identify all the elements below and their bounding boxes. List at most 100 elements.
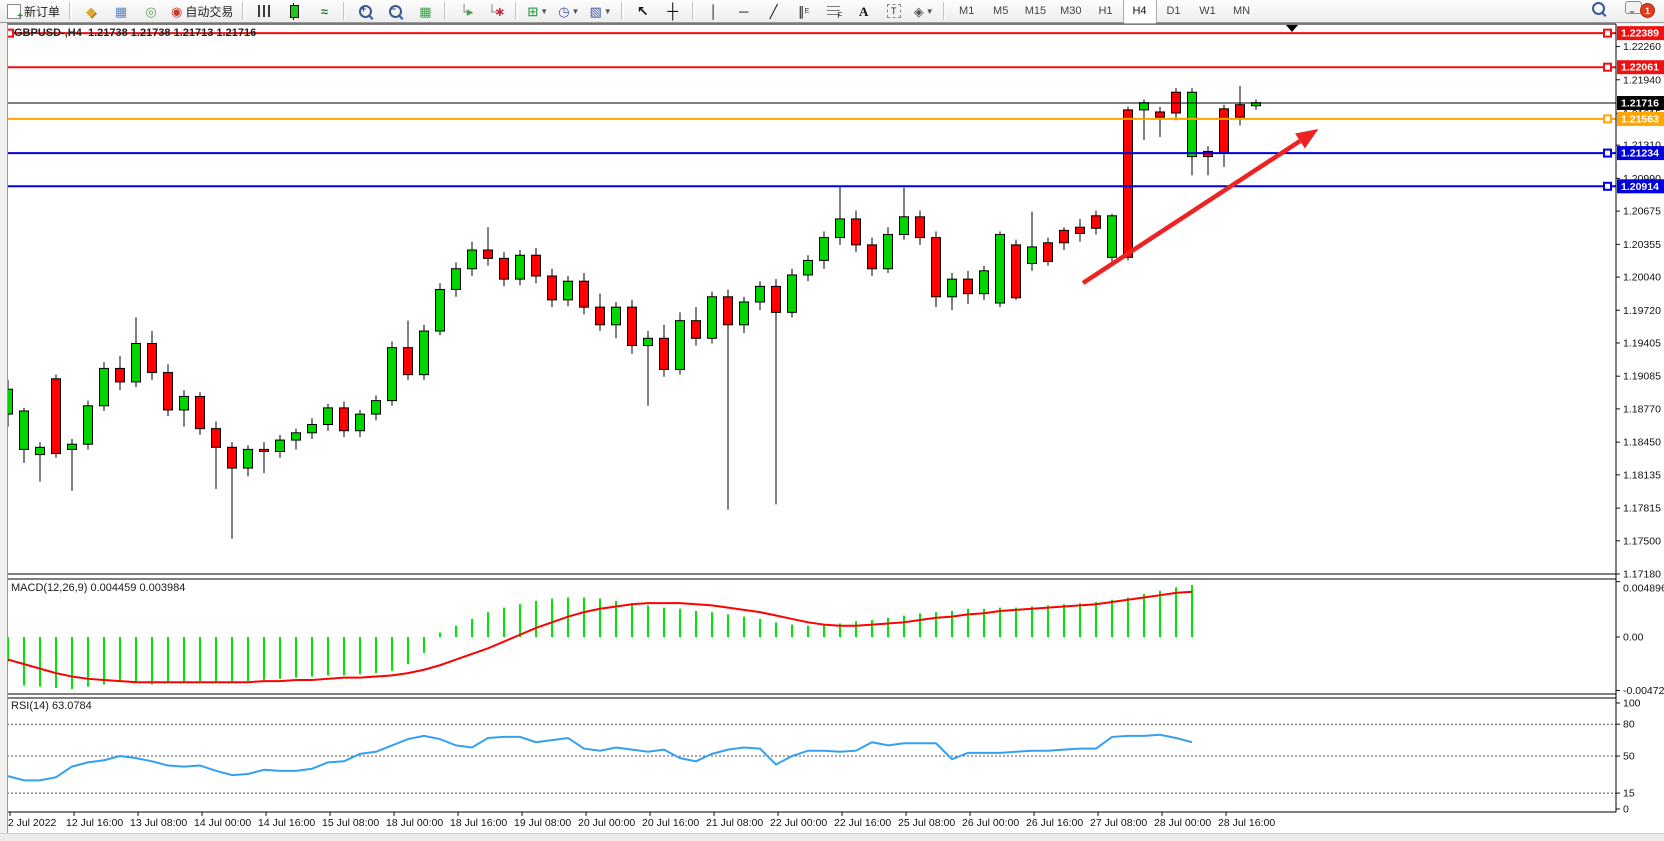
ray-handle[interactable]	[1603, 114, 1612, 124]
timeframe-M15-button[interactable]: M15	[1024, 5, 1047, 17]
new-order-icon	[7, 3, 23, 22]
timeframe-D1-button[interactable]: D1	[1166, 5, 1181, 17]
zoom-in-button[interactable]: +	[351, 0, 379, 22]
axis-label: 1.19720	[1623, 305, 1661, 317]
candlestick	[611, 306, 621, 326]
axis-label: 26 Jul 16:00	[1026, 817, 1083, 829]
text-label-icon: T	[886, 4, 901, 18]
trendline-button[interactable]: ╱	[760, 0, 788, 22]
chart-shift-marker[interactable]	[1286, 25, 1298, 32]
timeframe-M1-button[interactable]: M1	[959, 5, 975, 17]
candlestick	[531, 254, 541, 277]
timeframe-M5-button[interactable]: M5	[993, 5, 1009, 17]
vertical-line-button[interactable]: │	[700, 0, 728, 22]
candlestick	[19, 410, 29, 450]
candlestick	[83, 405, 93, 445]
indicators-button[interactable]: ⊞ ▼	[523, 0, 552, 22]
axis-label: 12 Jul 16:00	[66, 817, 123, 829]
axis-label: 22 Jul 16:00	[834, 817, 891, 829]
candlestick	[979, 270, 989, 295]
timeframe-M30-button[interactable]: M30	[1060, 5, 1082, 17]
axis-label: 25 Jul 08:00	[898, 817, 955, 829]
trend-arrow[interactable]	[1081, 139, 1302, 285]
text-label-button[interactable]: T	[880, 0, 908, 22]
candlestick	[179, 395, 189, 411]
equidistant-channel-button[interactable]: ∥ E	[790, 0, 818, 22]
ray-handle[interactable]	[1603, 148, 1612, 158]
shapes-button[interactable]: ◈ ▼	[910, 0, 938, 22]
dropdown-arrow-icon: ▼	[603, 6, 612, 16]
templates-button[interactable]: ▧ ▼	[585, 0, 615, 22]
timeframe-H4-button[interactable]: H4	[1122, 0, 1157, 24]
ray-handle[interactable]	[1603, 28, 1612, 38]
price-tag	[1617, 111, 1664, 126]
candlestick	[1155, 111, 1165, 118]
candlestick	[467, 249, 477, 270]
price-tag-label: 1.21234	[1621, 148, 1659, 160]
time-axis[interactable]	[7, 812, 1616, 832]
data-signal-button[interactable]: ◎	[137, 0, 165, 22]
trend-arrow-head[interactable]	[1295, 128, 1319, 149]
toolbar: 新订单◆▦◎◉自动交易≈+−▦└▸└∗⊞▼◷▼▧▼↖┼│─╱∥EAT◈▼M1M5…	[0, 0, 1664, 24]
cursor-button[interactable]: ↖	[629, 0, 657, 22]
ray-handle[interactable]	[1603, 181, 1612, 191]
zoom-out-button[interactable]: −	[381, 0, 409, 22]
axis-label: 0.00	[1623, 632, 1644, 644]
line-chart-type-button[interactable]: ≈	[310, 0, 338, 22]
axis-label: 1.17180	[1623, 569, 1661, 581]
search-button[interactable]	[1584, 0, 1612, 22]
market-watch-button[interactable]: ▦	[107, 0, 135, 22]
crosshair-button[interactable]: ┼	[659, 0, 687, 22]
line-chart-icon: ≈	[320, 3, 328, 19]
chart-background[interactable]	[7, 24, 1664, 832]
candlestick	[707, 296, 717, 339]
price-tag-label: 1.21716	[1621, 98, 1659, 110]
axis-label: 27 Jul 08:00	[1090, 817, 1147, 829]
axis-label: 1.20355	[1623, 239, 1661, 251]
candlestick	[643, 337, 653, 347]
channel-icon: ∥ E	[798, 3, 810, 19]
axis-label: 20 Jul 16:00	[642, 817, 699, 829]
timeframe-W1-button[interactable]: W1	[1199, 5, 1216, 17]
fibonacci-button[interactable]	[820, 0, 848, 22]
candlestick	[803, 259, 813, 276]
candlestick	[835, 218, 845, 239]
candlestick	[851, 218, 861, 246]
new-chart-button[interactable]: ◆	[77, 0, 105, 22]
macd-name: MACD(12,26,9)	[11, 582, 88, 594]
axis-label: 28 Jul 00:00	[1154, 817, 1211, 829]
axis-label: 0.004896	[1623, 583, 1664, 595]
chart-shift-button[interactable]: └ ▸	[452, 0, 480, 22]
chart-title: GBPUSD-,H4 1.21738 1.21738 1.21713 1.217…	[14, 27, 256, 39]
symbol-period-label: GBPUSD-,H4	[14, 27, 82, 39]
timeframe-MN-button[interactable]: MN	[1232, 5, 1251, 17]
horizontal-line-button[interactable]: ─	[730, 0, 758, 22]
auto-scroll-button[interactable]: └ ∗	[482, 0, 510, 22]
text-button[interactable]: A	[850, 0, 878, 22]
chart-diamond-icon: ◆	[86, 3, 97, 19]
price-axis[interactable]	[1616, 24, 1664, 812]
rsi-indicator-label: RSI(14) 63.0784	[11, 700, 92, 712]
candlestick	[307, 423, 317, 434]
hline-icon: ─	[739, 3, 749, 19]
rsi-line	[7, 733, 1193, 782]
autotrading-button[interactable]: ◉ 自动交易	[167, 0, 237, 22]
ray-handle[interactable]	[1603, 62, 1612, 72]
candlestick	[563, 280, 573, 301]
candles-chart-type-button[interactable]	[280, 0, 308, 22]
tile-windows-button[interactable]: ▦	[411, 0, 439, 22]
candlestick	[35, 446, 45, 456]
axis-label: 1.21940	[1623, 74, 1661, 86]
toolbar-separator	[343, 2, 347, 20]
bars-chart-type-button[interactable]	[250, 0, 278, 22]
candlestick	[1123, 109, 1133, 258]
timeframe-H1-button[interactable]: H1	[1098, 5, 1113, 17]
candlestick	[195, 395, 205, 430]
toolbar-separator	[242, 2, 246, 20]
signal-icon: ◎	[145, 3, 157, 19]
notifications-button[interactable]: 1	[1621, 0, 1655, 22]
candlestick	[755, 285, 765, 303]
periods-button[interactable]: ◷ ▼	[554, 0, 583, 22]
cursor-icon: ↖	[636, 2, 649, 19]
new-order-button[interactable]: 新订单	[3, 0, 64, 22]
